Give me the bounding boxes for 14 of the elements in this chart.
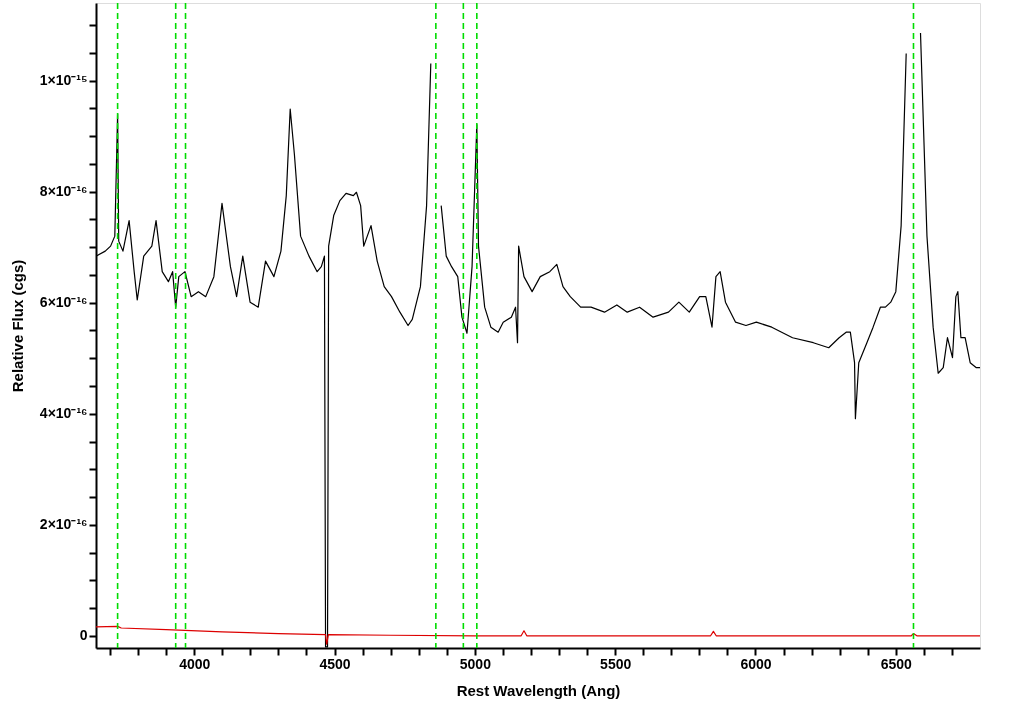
x-tick-label: 5500 (600, 655, 632, 672)
y-tick-label: 2×10⁻¹⁶ (39, 516, 88, 533)
x-tick-label: 6000 (740, 655, 772, 672)
x-tick-label: 4500 (319, 655, 351, 672)
y-tick-label: 1×10⁻¹⁵ (39, 72, 88, 89)
x-tick-label: 5000 (459, 655, 492, 672)
y-tick-label: 6×10⁻¹⁶ (39, 294, 88, 311)
x-tick-label: 4000 (179, 655, 211, 672)
x-tick-label: 6500 (880, 655, 913, 672)
y-tick-label: 4×10⁻¹⁶ (39, 405, 88, 422)
y-tick-label: 0 (79, 627, 88, 644)
y-axis-title: Relative Flux (cgs) (8, 259, 26, 393)
y-tick-label: 8×10⁻¹⁶ (39, 183, 88, 200)
x-axis-title: Rest Wavelength (Ang) (456, 681, 621, 699)
